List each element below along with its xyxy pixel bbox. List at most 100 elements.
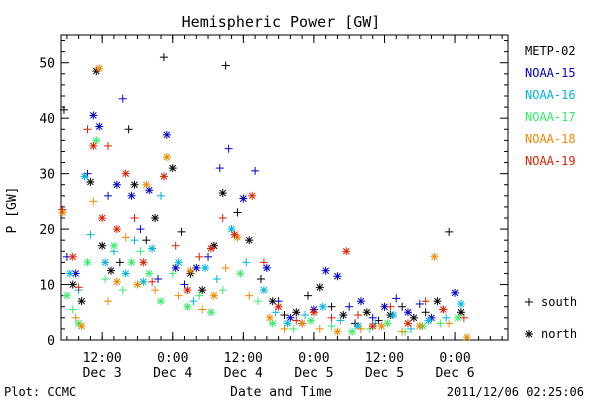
data-point	[451, 288, 460, 297]
marker-legend: south north	[525, 295, 577, 341]
data-point	[327, 313, 336, 322]
data-point	[212, 275, 221, 283]
data-point	[398, 327, 407, 336]
x-tick-sublabel: Dec 3	[83, 366, 122, 381]
data-point	[221, 263, 230, 272]
data-point	[315, 283, 324, 292]
data-point	[154, 275, 163, 283]
x-tick-sublabel: Dec 5	[365, 366, 404, 381]
data-point	[274, 302, 283, 311]
legend-entry: NOAA-19	[525, 154, 576, 168]
data-point	[58, 208, 67, 217]
marker-legend-south: south	[525, 295, 577, 309]
data-point	[206, 244, 215, 253]
data-point	[136, 225, 145, 234]
series-noaa-18	[58, 64, 471, 342]
y-tick-label: 30	[39, 168, 55, 183]
series-noaa-16	[65, 172, 465, 333]
marker-legend-label: north	[541, 327, 577, 341]
data-point	[112, 180, 121, 189]
data-point	[148, 277, 157, 286]
data-point	[62, 291, 71, 300]
x-tick-sublabel: Dec 4	[224, 366, 263, 381]
data-point	[368, 322, 377, 331]
data-point	[80, 172, 89, 181]
x-tick-label: 0:00	[157, 351, 188, 366]
data-point	[280, 324, 289, 333]
data-point	[101, 275, 110, 283]
data-point	[459, 313, 468, 322]
data-point	[95, 122, 104, 131]
data-point	[315, 324, 324, 333]
data-point	[115, 258, 124, 267]
data-point	[112, 225, 121, 234]
data-point	[268, 297, 277, 306]
data-point	[89, 141, 98, 150]
data-point	[345, 302, 354, 311]
series-metp-02	[59, 53, 465, 328]
data-point	[168, 269, 177, 278]
data-point	[445, 227, 454, 236]
data-point	[127, 258, 136, 267]
data-point	[195, 291, 204, 300]
data-point	[124, 125, 133, 134]
data-point	[68, 280, 77, 289]
data-point	[377, 322, 386, 331]
data-point	[333, 272, 342, 281]
data-point	[404, 319, 413, 328]
data-point	[421, 308, 430, 317]
data-point	[262, 263, 271, 272]
data-point	[86, 230, 95, 239]
data-point	[421, 297, 430, 306]
data-point	[177, 227, 186, 236]
data-point	[133, 280, 142, 289]
data-point	[198, 286, 207, 295]
x-tick-sublabel: Dec 5	[294, 366, 333, 381]
data-point	[136, 247, 145, 256]
data-point	[98, 214, 107, 222]
data-point	[386, 302, 395, 311]
data-point	[89, 111, 98, 120]
data-point	[259, 258, 268, 267]
data-point	[404, 308, 413, 317]
data-point	[71, 269, 80, 278]
legend-entry: NOAA-15	[525, 66, 576, 80]
data-point	[142, 180, 151, 189]
data-point	[104, 297, 113, 306]
data-point	[336, 316, 345, 325]
x-tick-sublabel: Dec 4	[153, 366, 192, 381]
data-point	[339, 311, 348, 320]
data-point	[104, 141, 113, 150]
data-point	[254, 297, 263, 306]
data-point	[356, 297, 365, 306]
data-point	[130, 236, 139, 245]
data-point	[245, 291, 254, 300]
series-noaa-19	[58, 125, 468, 331]
data-point	[292, 316, 301, 325]
data-point	[456, 308, 465, 317]
data-point	[68, 252, 77, 261]
data-point	[77, 322, 86, 331]
data-point	[301, 311, 310, 320]
data-point	[309, 308, 318, 317]
series-noaa-17	[62, 136, 463, 336]
data-point	[139, 258, 148, 267]
data-point	[118, 94, 127, 103]
legend: METP-02 NOAA-15 NOAA-16 NOAA-17 NOAA-18 NOAA-…	[525, 44, 576, 168]
data-point	[121, 233, 130, 242]
data-point	[283, 319, 292, 328]
x-tick-sublabel: Dec 6	[435, 366, 474, 381]
data-point	[159, 172, 168, 181]
data-point	[101, 258, 110, 267]
data-point	[251, 166, 260, 175]
plot-area-border	[60, 34, 509, 341]
data-point	[127, 191, 136, 200]
data-point	[151, 214, 160, 222]
marker-legend-north: north	[525, 327, 577, 341]
y-tick-label: 50	[39, 57, 55, 72]
data-point	[259, 286, 268, 295]
data-point	[321, 266, 330, 275]
data-point	[248, 191, 257, 200]
y-tick-label: 20	[39, 223, 55, 238]
